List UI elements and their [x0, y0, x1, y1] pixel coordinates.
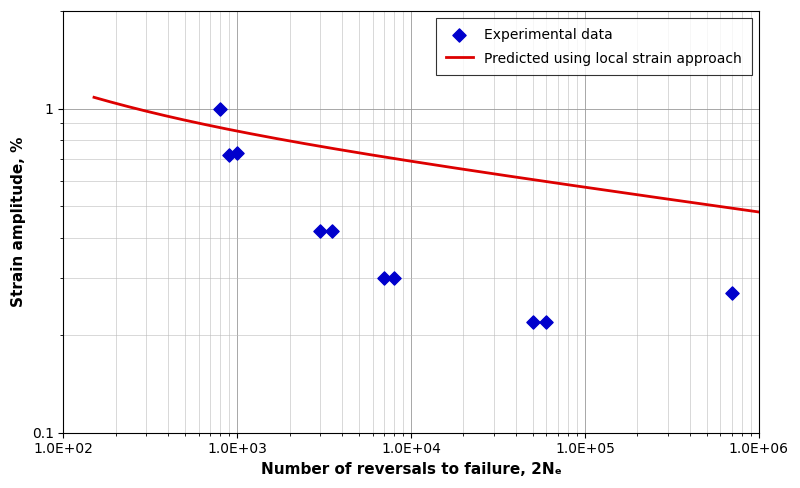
Predicted using local strain approach [90, 94, 99, 100]
Predicted using local strain approach [582, 184, 591, 190]
Predicted using local strain approach [662, 196, 671, 202]
Experimental data [526, 318, 539, 325]
Experimental data [326, 227, 338, 235]
Experimental data [214, 105, 227, 113]
Predicted using local strain approach [405, 158, 414, 164]
Experimental data [540, 318, 553, 325]
Experimental data [231, 149, 244, 157]
Experimental data [378, 274, 390, 282]
Predicted using local strain approach [162, 113, 172, 119]
Y-axis label: Strain amplitude, %: Strain amplitude, % [11, 137, 26, 307]
Experimental data [223, 151, 236, 159]
Experimental data [388, 274, 401, 282]
Predicted using local strain approach [379, 154, 389, 160]
Predicted using local strain approach [649, 194, 658, 200]
Experimental data [726, 289, 738, 297]
Line: Predicted using local strain approach: Predicted using local strain approach [94, 97, 800, 220]
X-axis label: Number of reversals to failure, 2Nₑ: Number of reversals to failure, 2Nₑ [261, 462, 562, 477]
Experimental data [314, 227, 326, 235]
Legend: Experimental data, Predicted using local strain approach: Experimental data, Predicted using local… [436, 18, 752, 75]
